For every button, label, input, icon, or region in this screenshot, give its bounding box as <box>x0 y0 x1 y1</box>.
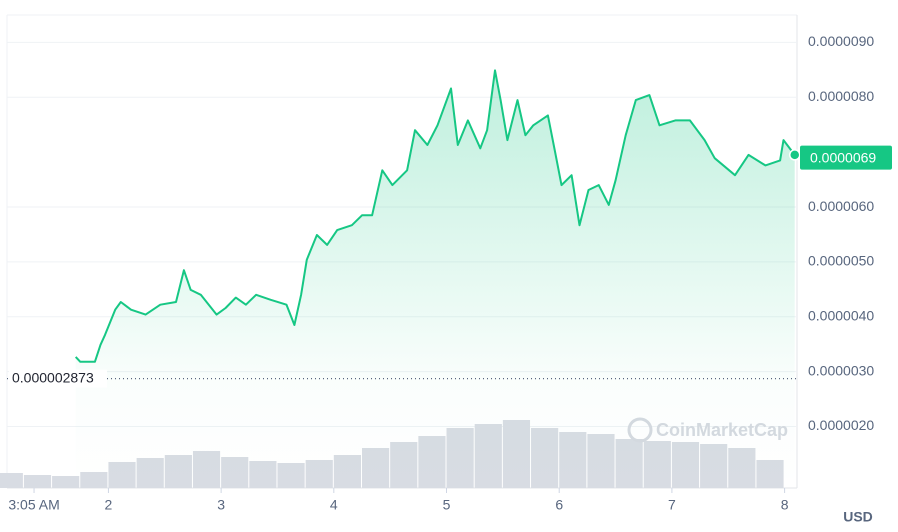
price-line <box>74 69 796 363</box>
x-tick-label: 5 <box>443 497 451 513</box>
baseline-label-bg <box>9 369 107 388</box>
y-tick-label: 0.0000030 <box>808 362 874 378</box>
volume-bar <box>52 476 80 488</box>
x-tick-label: 6 <box>555 497 563 513</box>
y-tick-label: 0.0000050 <box>808 253 874 269</box>
baseline-label: 0.000002873 <box>12 369 94 385</box>
y-tick-label: 0.0000020 <box>808 417 874 433</box>
x-tick-label: 4 <box>330 497 338 513</box>
last-point <box>788 149 801 161</box>
last-price-label: 0.0000069 <box>810 149 876 165</box>
y-tick-label: 0.0000060 <box>808 198 874 214</box>
x-tick-label: 8 <box>781 497 789 513</box>
x-tick-label: 3 <box>217 497 225 513</box>
currency-label: USD <box>843 509 873 525</box>
x-tick-label: 2 <box>105 497 113 513</box>
y-tick-label: 0.0000040 <box>808 308 874 324</box>
y-tick-label: 0.0000080 <box>808 88 874 104</box>
price-layer <box>7 69 797 489</box>
label-layer: 0.0000020 0.0000030 0.0000040 0.0000050 0.00… <box>8 33 892 525</box>
volume-bar <box>0 473 23 488</box>
x-tick-label: 7 <box>668 497 676 513</box>
x-tick-label: 3:05 AM <box>8 497 59 513</box>
y-tick-label: 0.0000090 <box>808 33 874 49</box>
last-price-tag <box>800 145 892 170</box>
price-area <box>75 70 795 489</box>
volume-bar <box>23 475 52 488</box>
